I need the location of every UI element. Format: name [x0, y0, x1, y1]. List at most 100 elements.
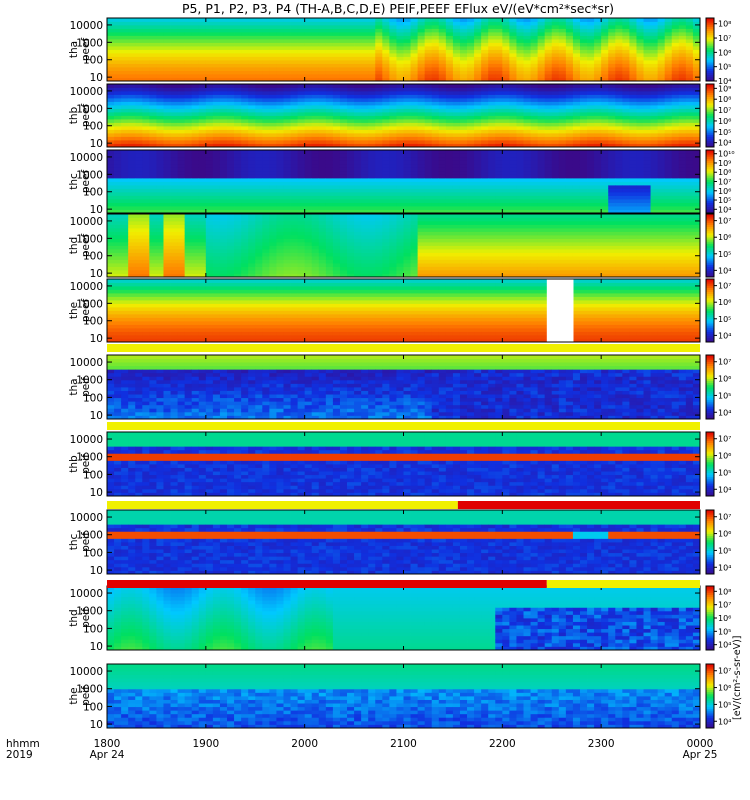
heatmap-cell [594, 112, 602, 116]
heatmap-cell [276, 46, 284, 50]
heatmap-cell [332, 70, 341, 75]
heatmap-cell [572, 136, 581, 141]
heatmap-cell [156, 133, 164, 137]
heatmap-cell [269, 164, 277, 168]
heatmap-cell [615, 21, 623, 26]
heatmap-cell [219, 167, 228, 172]
heatmap-cell [107, 235, 115, 239]
heatmap-cell [615, 49, 623, 54]
heatmap-cell [354, 178, 362, 182]
heatmap-cell [325, 185, 334, 189]
heatmap-cell [558, 25, 567, 29]
heatmap-cell [629, 28, 637, 33]
heatmap-cell [170, 235, 178, 239]
heatmap-cell [198, 49, 207, 54]
heatmap-cell [643, 174, 651, 179]
heatmap-cell [276, 174, 284, 179]
colorbar-cell [706, 64, 714, 67]
heatmap-cell [558, 87, 567, 92]
heatmap-cell [502, 150, 510, 154]
heatmap-cell [530, 67, 539, 71]
heatmap-cell [544, 87, 553, 92]
heatmap-cell [227, 28, 235, 33]
heatmap-cell [389, 74, 397, 78]
heatmap-cell [234, 119, 242, 123]
heatmap-cell [149, 273, 157, 278]
heatmap-cell [177, 133, 186, 137]
heatmap-cell [537, 67, 546, 71]
heatmap-cell [205, 126, 214, 130]
heatmap-cell [304, 185, 313, 189]
heatmap-cell [149, 185, 157, 189]
heatmap-cell [198, 133, 207, 137]
heatmap-cell [657, 153, 666, 158]
heatmap-cell [170, 160, 178, 165]
heatmap-cell [692, 188, 701, 193]
heatmap-cell [255, 77, 263, 82]
heatmap-cell [495, 140, 503, 144]
heatmap-cell [389, 108, 397, 113]
heatmap-cell [495, 112, 503, 116]
heatmap-cell [601, 129, 609, 134]
heatmap-cell [219, 87, 228, 92]
heatmap-cell [459, 67, 468, 71]
heatmap-cell [431, 49, 440, 54]
heatmap-cell [629, 94, 637, 99]
heatmap-cell [156, 157, 164, 161]
heatmap-cell [241, 56, 249, 61]
heatmap-cell [219, 18, 228, 22]
heatmap-cell [375, 164, 383, 168]
heatmap-cell [304, 129, 313, 134]
heatmap-cell [523, 21, 531, 26]
heatmap-cell [488, 181, 496, 186]
heatmap-cell [170, 252, 178, 257]
heatmap-cell [692, 164, 701, 168]
heatmap-cell [297, 160, 306, 165]
heatmap-cell [516, 77, 524, 82]
heatmap-cell [594, 122, 602, 127]
heatmap-cell [205, 108, 214, 113]
heatmap-cell [445, 98, 454, 102]
heatmap-cell [339, 39, 348, 43]
heatmap-cell [438, 25, 447, 29]
heatmap-cell [417, 122, 426, 127]
heatmap-cell [304, 18, 313, 22]
heatmap-cell [297, 49, 306, 54]
heatmap-cell [438, 206, 447, 210]
heatmap-cell [241, 199, 249, 203]
heatmap-cell [128, 242, 136, 246]
heatmap-cell [276, 63, 284, 68]
heatmap-cell [234, 153, 242, 158]
heatmap-cell [121, 171, 129, 175]
heatmap-cell [424, 77, 433, 82]
heatmap-cell [269, 119, 277, 123]
heatmap-cell [219, 105, 228, 109]
heatmap-cell [636, 206, 644, 210]
heatmap-cell [467, 195, 475, 200]
heatmap-cell [248, 77, 256, 82]
heatmap-cell [389, 60, 397, 64]
heatmap-cell [537, 153, 546, 158]
heatmap-cell [537, 209, 546, 214]
colorbar-cell [706, 162, 714, 166]
heatmap-cell [198, 74, 207, 78]
heatmap-cell [389, 192, 397, 196]
heatmap-cell [650, 87, 659, 92]
heatmap-cell [516, 74, 524, 78]
heatmap-cell [403, 126, 411, 130]
heatmap-cell [615, 39, 623, 43]
heatmap-cell [297, 70, 306, 75]
heatmap-cell [382, 87, 390, 92]
heatmap-cell [692, 153, 701, 158]
heatmap-cell [248, 150, 256, 154]
heatmap-cell [149, 87, 157, 92]
heatmap-cell [332, 181, 341, 186]
heatmap-cell [135, 209, 143, 214]
heatmap-cell [565, 157, 574, 161]
heatmap-cell [354, 133, 362, 137]
heatmap-cell [467, 181, 475, 186]
heatmap-cell [481, 136, 489, 141]
heatmap-cell [495, 192, 503, 196]
heatmap-cell [565, 46, 574, 50]
heatmap-cell [445, 188, 454, 193]
